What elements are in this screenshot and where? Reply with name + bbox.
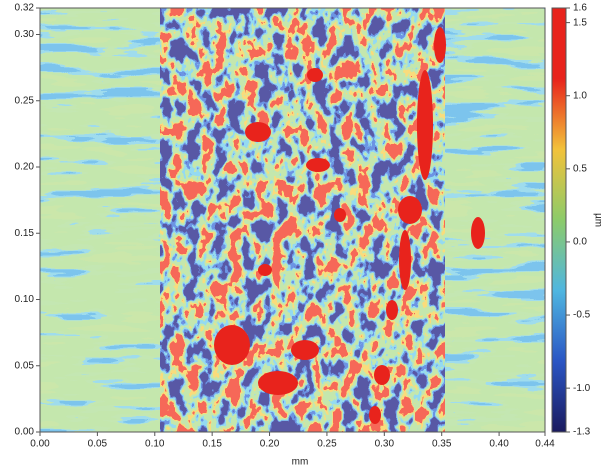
x-tick-label: 0.44 [535,439,555,450]
colorbar-tick-label: -1.3 [573,427,591,438]
x-tick-label: 0.10 [145,439,165,450]
colorbar-tick-label: 0.0 [573,237,587,248]
y-tick-label: 0.32 [15,3,35,14]
y-tick-label: 0.20 [15,162,35,173]
y-tick-label: 0.25 [15,95,35,106]
colorbar-tick-label: -1.0 [573,383,591,394]
plot-frame [39,7,546,433]
height-map [40,8,545,432]
colorbar-tick-label: 1.5 [573,17,587,28]
x-tick-label: 0.30 [375,439,395,450]
x-axis-label: mm [292,457,309,468]
x-tick-label: 0.35 [432,439,452,450]
y-tick-label: 0.15 [15,228,35,239]
colorbar-tick-label: 1.6 [573,3,587,14]
x-tick-label: 0.15 [202,439,222,450]
y-tick-label: 0.30 [15,29,35,40]
colorbar-tick-label: 0.5 [573,163,587,174]
y-tick-label: 0.10 [15,294,35,305]
x-tick-label: 0.00 [30,439,50,450]
y-tick-label: 0.00 [15,427,35,438]
y-tick-label: 0.05 [15,360,35,371]
x-tick-label: 0.05 [88,439,108,450]
colorbar-tick-label: 1.0 [573,90,587,101]
x-tick-label: 0.25 [317,439,337,450]
colorbar [551,7,567,433]
colorbar-label: µm [592,213,603,227]
x-tick-label: 0.40 [489,439,509,450]
colorbar-tick-label: -0.5 [573,310,591,321]
x-tick-label: 0.20 [260,439,280,450]
